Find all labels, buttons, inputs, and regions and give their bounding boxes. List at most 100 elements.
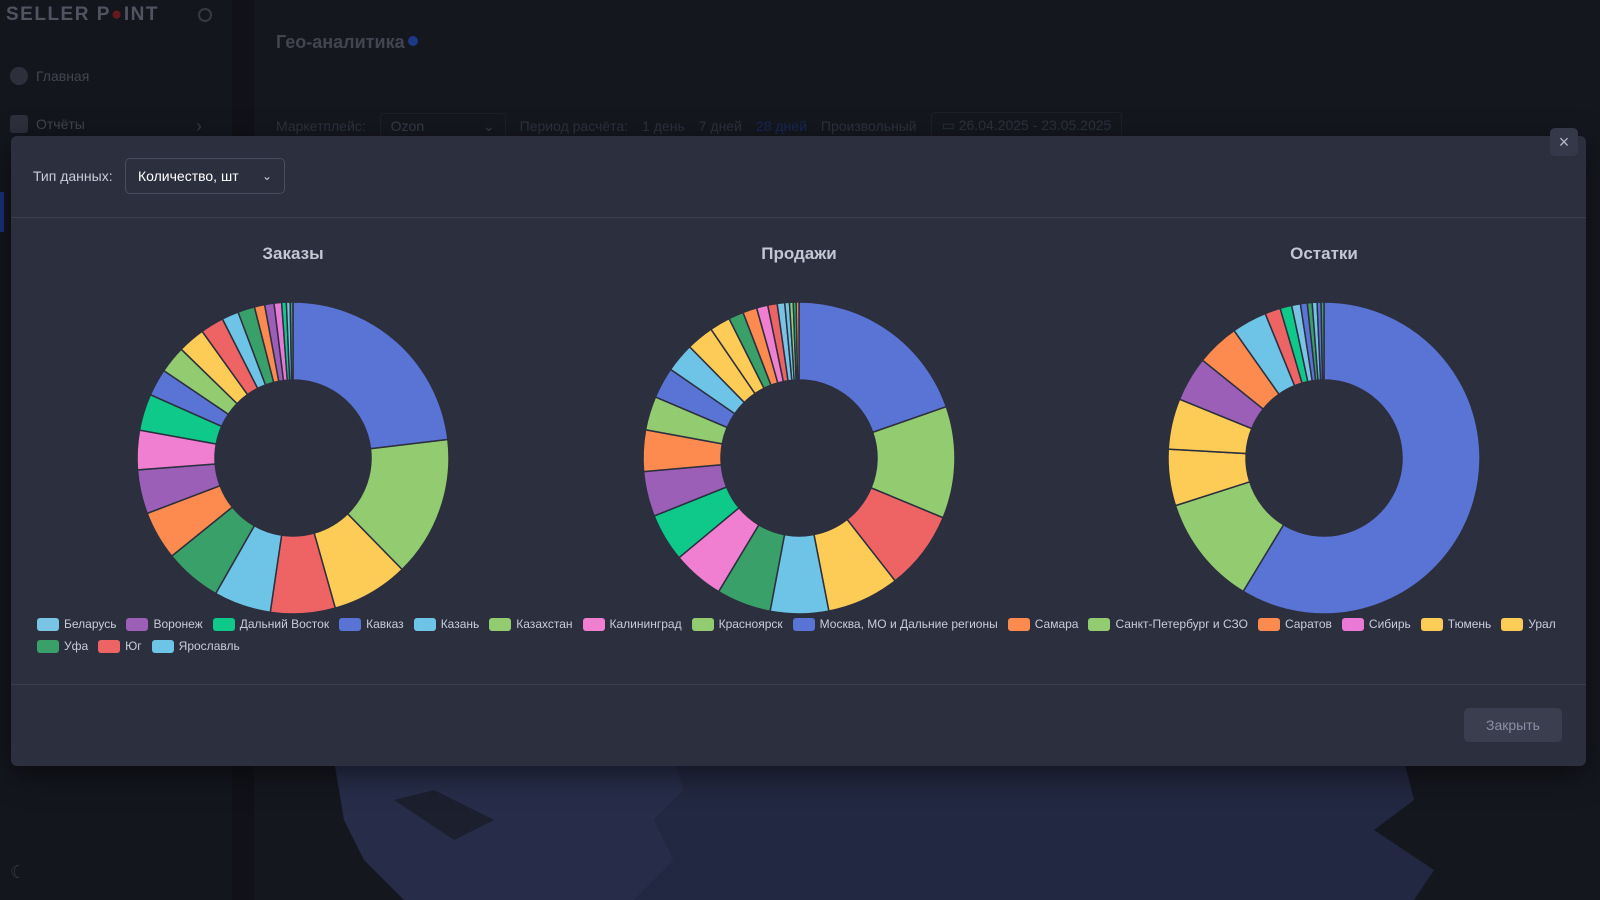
legend-item-беларусь[interactable]: Беларусь [37, 616, 116, 632]
legend-swatch [212, 617, 235, 631]
legend-swatch [339, 617, 362, 631]
legend-item-тюмень[interactable]: Тюмень [1420, 616, 1492, 632]
legend-label: Ярославль [178, 639, 240, 653]
logo: SELLER P●INT [6, 4, 159, 30]
period-option-active[interactable]: 28 дней [755, 117, 807, 134]
marketplace-value: Ozon [390, 117, 425, 134]
legend-label: Уфа [64, 639, 89, 653]
legend-label: Сибирь [1368, 617, 1411, 631]
period-option[interactable]: 7 дней [698, 117, 742, 134]
legend-item-москва-мо-и-дальние-регионы[interactable]: Москва, МО и Дальние регионы [792, 616, 998, 632]
donut-chart-sales [642, 301, 956, 615]
legend-swatch [792, 617, 815, 631]
legend-item-воронеж[interactable]: Воронеж [126, 616, 203, 632]
legend-swatch [582, 617, 605, 631]
marketplace-label: Маркетплейс: [276, 117, 366, 134]
legend-label: Воронеж [153, 617, 203, 631]
close-button[interactable]: Закрыть [1464, 708, 1562, 742]
modal-header: Тип данных: Количество, шт ⌄ [11, 136, 1586, 218]
legend-label: Юг [125, 639, 142, 653]
legend-item-казахстан[interactable]: Казахстан [489, 616, 573, 632]
legend-item-юг[interactable]: Юг [98, 638, 142, 654]
legend-swatch [691, 617, 714, 631]
page-title: Гео-аналитика [276, 32, 405, 52]
legend-swatch [151, 639, 174, 653]
legend-item-самара[interactable]: Самара [1007, 616, 1079, 632]
legend-item-саратов[interactable]: Саратов [1257, 616, 1332, 632]
legend-label: Дальний Восток [239, 617, 330, 631]
slice-самара[interactable] [795, 301, 800, 381]
legend-item-дальний-восток[interactable]: Дальний Восток [212, 616, 330, 632]
period-option[interactable]: 1 день [642, 117, 685, 134]
info-dot [408, 36, 418, 46]
chart-title-sales: Продажи [761, 244, 837, 263]
legend-item-санкт-петербург-и-сзо[interactable]: Санкт-Петербург и СЗО [1088, 616, 1248, 632]
chevron-down-icon: ⌄ [261, 169, 272, 183]
legend-item-кавказ[interactable]: Кавказ [339, 616, 404, 632]
legend-label: Москва, МО и Дальние регионы [819, 617, 998, 631]
slice-уфа[interactable] [1320, 301, 1325, 381]
legend-swatch [37, 617, 59, 631]
legend-item-красноярск[interactable]: Красноярск [691, 616, 783, 632]
legend-swatch [1341, 617, 1364, 631]
legend-label: Казахстан [516, 617, 573, 631]
legend-swatch [98, 639, 121, 653]
chart-title-stock: Остатки [1290, 244, 1358, 263]
legend-label: Урал [1528, 617, 1556, 631]
logo-text-end: INT [123, 4, 159, 25]
map [334, 760, 1434, 900]
legend-item-казань[interactable]: Казань [413, 616, 480, 632]
slice-москва-мо-и-дальние-регионы[interactable] [292, 301, 449, 450]
chart-title-orders: Заказы [262, 244, 324, 263]
legend-item-урал[interactable]: Урал [1501, 616, 1556, 632]
moon-icon[interactable]: ☾ [10, 862, 27, 882]
active-indicator [0, 192, 4, 232]
legend-label: Беларусь [64, 617, 117, 631]
slice-уфа[interactable] [289, 301, 294, 381]
logo-dot: ● [110, 4, 124, 25]
legend-label: Кавказ [366, 617, 404, 631]
date-range-value: 26.04.2025 - 23.05.2025 [958, 117, 1112, 133]
chevron-down-icon: ⌄ [482, 117, 495, 134]
legend-item-сибирь[interactable]: Сибирь [1341, 616, 1411, 632]
legend-label: Саратов [1284, 617, 1332, 631]
legend-label: Тюмень [1447, 617, 1492, 631]
footer-divider [11, 684, 1586, 685]
legend-swatch [1088, 617, 1111, 631]
legend-swatch [126, 617, 149, 631]
legend-item-уфа[interactable]: Уфа [37, 638, 88, 654]
data-type-select[interactable]: Количество, шт ⌄ [125, 158, 285, 194]
data-type-value: Количество, шт [138, 168, 239, 184]
legend-label: Санкт-Петербург и СЗО [1115, 617, 1248, 631]
data-type-label: Тип данных: [33, 168, 113, 184]
logo-text: SELLER P [6, 4, 111, 25]
donut-chart-orders [136, 301, 450, 615]
legend-item-калининград[interactable]: Калининград [582, 616, 682, 632]
period-label: Период расчёта: [519, 117, 629, 134]
slice-москва-мо-и-дальние-регионы[interactable] [1242, 301, 1481, 615]
legend-swatch [1420, 617, 1443, 631]
legend-label: Казань [440, 617, 480, 631]
chevron-right-icon[interactable]: › [196, 116, 202, 136]
close-icon[interactable]: × [1550, 128, 1578, 156]
sidebar-item-home[interactable]: Главная [10, 66, 89, 86]
sidebar-item-label: Отчёты [36, 116, 85, 132]
donut-chart-stock [1167, 301, 1481, 615]
legend-swatch [1501, 617, 1524, 631]
legend-label: Красноярск [718, 617, 783, 631]
legend-swatch [489, 617, 512, 631]
legend-item-ярославль[interactable]: Ярославль [151, 638, 240, 654]
settings-icon[interactable] [198, 8, 212, 22]
dashboard-icon [10, 67, 28, 85]
period-option[interactable]: Произвольный [820, 117, 917, 134]
legend-swatch [1007, 617, 1030, 631]
geo-charts-modal: × Тип данных: Количество, шт ⌄ Заказы Пр… [11, 128, 1586, 766]
legend-label: Калининград [609, 617, 682, 631]
grid-icon [10, 115, 28, 133]
legend-swatch [1257, 617, 1280, 631]
legend-label: Самара [1034, 617, 1079, 631]
legend-swatch [413, 617, 436, 631]
sidebar-item-reports[interactable]: Отчёты [10, 114, 85, 134]
slice-москва-мо-и-дальние-регионы[interactable] [798, 301, 948, 434]
sidebar-item-label: Главная [36, 68, 90, 84]
